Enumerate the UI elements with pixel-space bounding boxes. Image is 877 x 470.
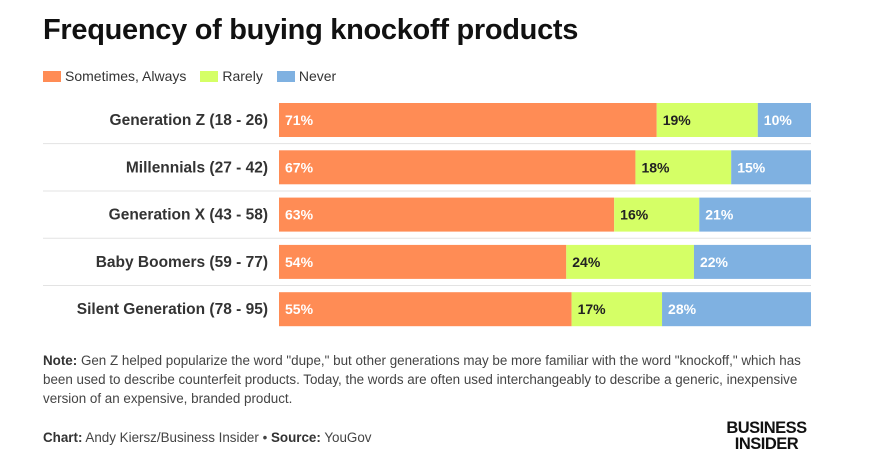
legend-label-sometimes-always: Sometimes, Always — [65, 68, 187, 84]
bar-rarely-silent-generation-78-95 — [571, 292, 663, 327]
bar-never-baby-boomers-59-77 — [693, 244, 811, 279]
chart-credit-prefix: Chart: — [43, 430, 83, 445]
bar-never-millennials-27-42 — [731, 150, 811, 185]
data-label-sometimes-always-millennials-27-42: 67% — [285, 159, 314, 175]
bar-never-generation-z-18-26 — [757, 103, 811, 137]
bar-sometimes-always-generation-x-43-58 — [279, 197, 615, 232]
bar-rarely-generation-x-43-58 — [614, 197, 700, 232]
bar-sometimes-always-baby-boomers-59-77 — [279, 244, 567, 279]
bar-sometimes-always-silent-generation-78-95 — [279, 292, 572, 327]
data-label-rarely-generation-x-43-58: 16% — [620, 207, 649, 223]
chart-credit-author: Andy Kiersz/Business Insider — [82, 430, 259, 445]
bar-rarely-baby-boomers-59-77 — [566, 244, 694, 279]
category-label-generation-x-43-58: Generation X (43 - 58) — [109, 207, 268, 224]
legend-item-sometimes-always: Sometimes, Always — [43, 68, 186, 84]
data-label-sometimes-always-generation-z-18-26: 71% — [285, 112, 314, 128]
chart-credits: Chart: Andy Kiersz/Business Insider • So… — [43, 430, 371, 445]
bar-sometimes-always-generation-z-18-26 — [279, 103, 657, 137]
logo-line-1: BUSINESS — [726, 419, 807, 437]
data-label-never-millennials-27-42: 15% — [737, 159, 766, 175]
bar-sometimes-always-millennials-27-42 — [279, 150, 636, 185]
bar-rarely-generation-z-18-26 — [656, 103, 758, 137]
data-label-never-silent-generation-78-95: 28% — [668, 301, 697, 317]
legend-label-never: Never — [298, 68, 337, 84]
data-label-never-baby-boomers-59-77: 22% — [700, 254, 729, 270]
category-label-generation-z-18-26: Generation Z (18 - 26) — [110, 112, 268, 129]
data-label-rarely-silent-generation-78-95: 17% — [578, 301, 607, 317]
legend-swatch-rarely — [200, 70, 219, 82]
note-text: Gen Z helped popularize the word "dupe,"… — [43, 353, 801, 406]
category-label-baby-boomers-59-77: Baby Boomers (59 - 77) — [96, 254, 268, 271]
source-name: YouGov — [320, 430, 372, 445]
data-label-sometimes-always-silent-generation-78-95: 55% — [285, 301, 314, 317]
business-insider-logo: BUSINESS INSIDER — [719, 419, 814, 453]
data-label-rarely-millennials-27-42: 18% — [641, 159, 670, 175]
legend-item-never: Never — [276, 68, 337, 84]
data-label-sometimes-always-baby-boomers-59-77: 54% — [285, 254, 314, 270]
data-label-never-generation-z-18-26: 10% — [764, 112, 793, 128]
legend-label-rarely: Rarely — [222, 68, 263, 84]
stacked-bar-chart: Generation Z (18 - 26) 71% 19% 10% Millennia… — [43, 103, 811, 327]
credit-separator: • — [258, 430, 271, 445]
data-label-never-generation-x-43-58: 21% — [705, 207, 734, 223]
category-label-silent-generation-78-95: Silent Generation (78 - 95) — [77, 301, 268, 318]
bar-rarely-millennials-27-42 — [635, 150, 732, 185]
note-prefix: Note: — [43, 353, 78, 368]
source-prefix: Source: — [270, 430, 321, 445]
legend-swatch-sometimes-always — [43, 70, 61, 82]
category-label-millennials-27-42: Millennials (27 - 42) — [126, 159, 268, 176]
data-label-rarely-baby-boomers-59-77: 24% — [572, 254, 601, 270]
chart-title: Frequency of buying knockoff products — [43, 14, 579, 46]
logo-line-2: INSIDER — [734, 435, 799, 453]
data-label-sometimes-always-generation-x-43-58: 63% — [285, 207, 314, 223]
bar-never-generation-x-43-58 — [699, 197, 811, 232]
chart-note: Note: Gen Z helped popularize the word "… — [43, 351, 833, 408]
bar-never-silent-generation-78-95 — [662, 292, 811, 327]
data-label-rarely-generation-z-18-26: 19% — [663, 112, 692, 128]
legend: Sometimes, Always Rarely Never — [43, 68, 350, 84]
legend-item-rarely: Rarely — [200, 68, 263, 84]
legend-swatch-never — [276, 70, 295, 82]
